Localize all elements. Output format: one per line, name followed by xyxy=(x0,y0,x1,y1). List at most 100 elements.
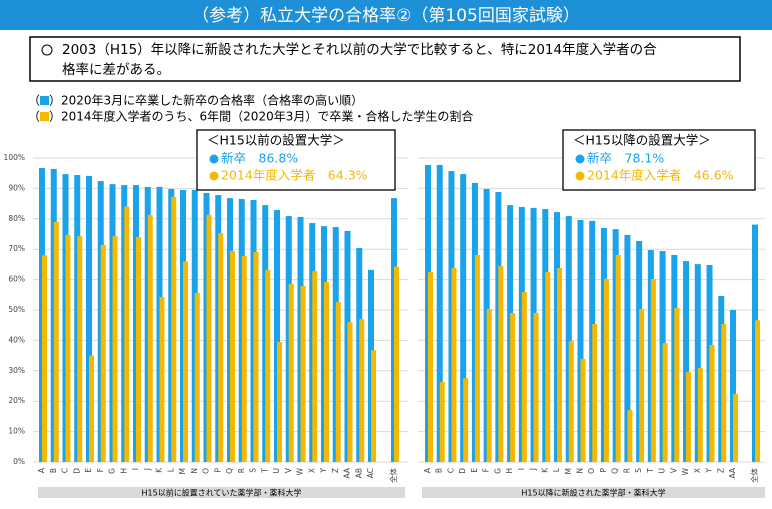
x-tick-label: X xyxy=(693,468,702,473)
annotation-box xyxy=(196,129,396,191)
bar xyxy=(274,209,280,462)
bar xyxy=(265,269,271,462)
bar xyxy=(650,278,656,462)
bar xyxy=(674,307,680,462)
x-tick-label: AA xyxy=(728,467,737,478)
x-tick-label: M xyxy=(178,468,187,474)
bar xyxy=(615,254,621,462)
bar xyxy=(86,175,92,462)
bar xyxy=(335,302,341,462)
x-tick-label: B xyxy=(435,468,444,473)
bar xyxy=(577,220,584,462)
x-tick-label: G xyxy=(108,468,117,474)
bar xyxy=(694,264,701,462)
bar xyxy=(241,255,247,462)
x-tick-label: A xyxy=(37,467,46,473)
x-tick-label: D xyxy=(458,468,467,474)
bar xyxy=(371,350,376,462)
x-tick-label: K xyxy=(155,467,164,473)
bar xyxy=(565,216,572,462)
x-tick-label: P xyxy=(213,468,222,473)
bar xyxy=(486,309,492,462)
x-tick-label: F xyxy=(482,468,491,472)
x-tick-label: H xyxy=(505,468,514,474)
x-tick-label: Y xyxy=(705,468,714,474)
bar xyxy=(592,323,598,462)
x-tick-label: B xyxy=(49,468,58,473)
x-tick-label: T xyxy=(260,468,269,474)
bar xyxy=(729,310,736,462)
x-tick-label: W xyxy=(296,467,305,475)
bar xyxy=(603,278,609,462)
legend-label: 2020年3月に卒業した新卒の合格率（合格率の高い順） xyxy=(61,93,363,108)
bar xyxy=(533,313,539,462)
note-line: 2003（H15）年以降に新設された大学とそれ以前の大学で比較すると、特に201… xyxy=(62,41,657,58)
bar xyxy=(662,343,668,462)
annotation-bullet xyxy=(209,154,219,164)
bar xyxy=(580,358,586,462)
bar xyxy=(288,283,294,462)
annotation-line: 2014年度入学者 64.3% xyxy=(221,168,368,183)
bar xyxy=(624,234,631,462)
y-tick-label: 20% xyxy=(8,396,25,405)
annotation-line: 2014年度入学者 46.6% xyxy=(587,168,734,183)
x-tick-label: U xyxy=(658,468,667,474)
bar xyxy=(627,410,633,462)
bar xyxy=(521,292,527,462)
bar xyxy=(253,251,259,462)
x-tick-label: D xyxy=(72,468,81,474)
x-tick-label: Q xyxy=(225,468,234,474)
legend-paren: ） xyxy=(49,94,61,108)
x-tick-label: M xyxy=(564,468,573,474)
bar xyxy=(277,341,282,462)
bar xyxy=(460,174,467,462)
x-tick-label: W xyxy=(681,467,690,475)
legend-swatch xyxy=(40,112,49,121)
legend-paren: （ xyxy=(28,110,40,124)
x-tick-label: Z xyxy=(331,468,340,473)
bar xyxy=(394,266,399,462)
x-tick-label: U xyxy=(272,468,281,474)
x-tick-label: L xyxy=(166,467,175,472)
x-tick-label: N xyxy=(190,468,199,474)
bar xyxy=(557,268,563,462)
annotation-box xyxy=(562,129,756,191)
x-tick-label: V xyxy=(284,467,293,473)
header-title: （参考）私立大学の合格率②（第105回国家試験） xyxy=(192,6,580,26)
x-tick-label: AA xyxy=(343,467,352,478)
bar xyxy=(147,214,153,462)
y-tick-label: 60% xyxy=(8,275,25,284)
annotation-bullet xyxy=(575,171,585,181)
x-tick-label: T xyxy=(646,468,655,474)
y-tick-label: 0% xyxy=(13,457,25,466)
bar xyxy=(709,344,715,462)
x-tick-label: P xyxy=(599,468,608,473)
annotation-line: 新卒 86.8% xyxy=(221,151,298,166)
x-axis-label: H15以前に設置されていた薬学部・薬科大学 xyxy=(142,488,302,498)
bar xyxy=(159,296,165,462)
bar xyxy=(755,320,760,462)
bar xyxy=(683,261,690,462)
x-tick-label: I xyxy=(131,468,140,470)
x-tick-label: R xyxy=(622,468,631,473)
legend-paren: （ xyxy=(28,94,40,108)
x-tick-label: J xyxy=(143,468,152,471)
bar xyxy=(436,164,443,462)
bar xyxy=(510,313,516,462)
bar xyxy=(112,236,118,462)
bar xyxy=(53,221,59,462)
bar xyxy=(568,341,574,462)
bar xyxy=(639,309,645,462)
bar xyxy=(171,196,177,463)
bar xyxy=(124,206,130,462)
x-tick-label: C xyxy=(446,468,455,473)
y-tick-label: 40% xyxy=(8,335,25,344)
x-tick-label: S xyxy=(249,468,258,473)
bar xyxy=(697,368,703,462)
bar xyxy=(89,355,94,462)
x-tick-label: J xyxy=(529,468,538,471)
x-tick-label: X xyxy=(307,468,316,473)
annotation-bullet xyxy=(209,171,219,181)
bar xyxy=(65,234,71,462)
bar xyxy=(77,236,83,462)
